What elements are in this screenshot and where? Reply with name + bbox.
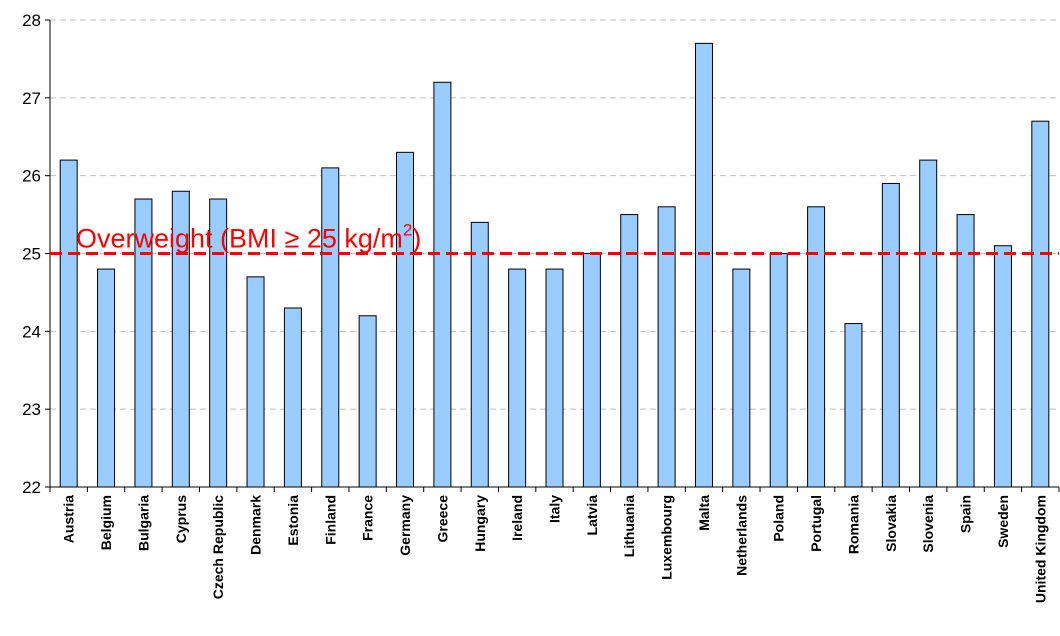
- y-tick-label-23: 23: [22, 400, 41, 419]
- bar-italy: [545, 268, 564, 488]
- bar-spain: [956, 214, 975, 488]
- bar-netherlands: [732, 268, 751, 488]
- y-tick-label-22: 22: [22, 478, 41, 497]
- bar-slovenia: [919, 159, 938, 488]
- x-tick-label-luxembourg: Luxembourg: [659, 495, 675, 580]
- y-tick-label-24: 24: [22, 322, 41, 341]
- x-tick-label-hungary: Hungary: [472, 495, 488, 552]
- bar-estonia: [283, 307, 302, 488]
- x-tick-label-slovenia: Slovenia: [920, 495, 936, 553]
- x-tick-label-czech-republic: Czech Republic: [210, 495, 226, 599]
- bar-austria: [59, 159, 78, 488]
- x-tick-label-finland: Finland: [322, 495, 338, 545]
- bar-belgium: [97, 268, 116, 488]
- x-tick-label-denmark: Denmark: [248, 495, 264, 555]
- x-tick-label-netherlands: Netherlands: [733, 495, 749, 576]
- x-tick-label-romania: Romania: [845, 495, 861, 554]
- bar-greece: [433, 81, 452, 488]
- overweight-reference: Overweight (BMI ≥ 25 kg/m2): [50, 221, 1059, 255]
- bar-latvia: [582, 253, 601, 488]
- x-tick-label-greece: Greece: [434, 495, 450, 543]
- bar-hungary: [470, 221, 489, 488]
- x-tick-label-belgium: Belgium: [98, 495, 114, 550]
- bar-luxembourg: [657, 206, 676, 488]
- bar-denmark: [246, 276, 265, 488]
- x-tick-label-portugal: Portugal: [808, 495, 824, 552]
- x-tick-label-italy: Italy: [547, 495, 563, 523]
- bars: [59, 42, 1050, 488]
- bar-poland: [769, 253, 788, 488]
- bar-germany: [396, 151, 415, 488]
- bar-portugal: [807, 206, 826, 488]
- x-tick-label-france: France: [360, 495, 376, 541]
- y-tick-label-26: 26: [22, 167, 41, 186]
- x-tick-label-spain: Spain: [958, 495, 974, 533]
- bar-finland: [321, 167, 340, 488]
- x-tick-label-united-kingdom: United Kingdom: [1032, 495, 1048, 603]
- x-tick-label-lithuania: Lithuania: [621, 495, 637, 557]
- overweight-label-suffix: ): [412, 224, 421, 254]
- x-tick-label-slovakia: Slovakia: [883, 495, 899, 552]
- x-tick-label-cyprus: Cyprus: [173, 495, 189, 543]
- bar-romania: [844, 323, 863, 488]
- x-tick-labels: Austria Belgium Bulgaria Cyprus Czech Republ…: [49, 487, 1060, 603]
- bar-lithuania: [620, 214, 639, 488]
- y-tick-label-28: 28: [22, 11, 41, 30]
- x-tick-label-poland: Poland: [771, 495, 787, 542]
- overweight-label-superscript: 2: [403, 221, 412, 240]
- bar-united-kingdom: [1031, 120, 1050, 488]
- x-tick-label-bulgaria: Bulgaria: [135, 495, 151, 551]
- bar-malta: [694, 42, 713, 488]
- x-tick-label-estonia: Estonia: [285, 495, 301, 546]
- bar-ireland: [508, 268, 527, 488]
- y-tick-label-25: 25: [22, 245, 41, 264]
- y-tick-label-27: 27: [22, 89, 41, 108]
- x-tick-label-malta: Malta: [696, 495, 712, 531]
- overweight-label: Overweight (BMI ≥ 25 kg/m2): [76, 221, 421, 254]
- x-tick-label-sweden: Sweden: [995, 495, 1011, 548]
- bar-france: [358, 315, 377, 488]
- x-tick-label-ireland: Ireland: [509, 495, 525, 541]
- x-tick-label-latvia: Latvia: [584, 495, 600, 536]
- bar-sweden: [993, 245, 1012, 488]
- overweight-label-text: Overweight (BMI ≥ 25 kg/m: [76, 224, 403, 254]
- y-tick-labels: 22 23 24 25 26 27 28: [22, 11, 50, 497]
- bar-slovakia: [881, 182, 900, 488]
- x-tick-label-germany: Germany: [397, 495, 413, 556]
- x-tick-label-austria: Austria: [61, 495, 77, 543]
